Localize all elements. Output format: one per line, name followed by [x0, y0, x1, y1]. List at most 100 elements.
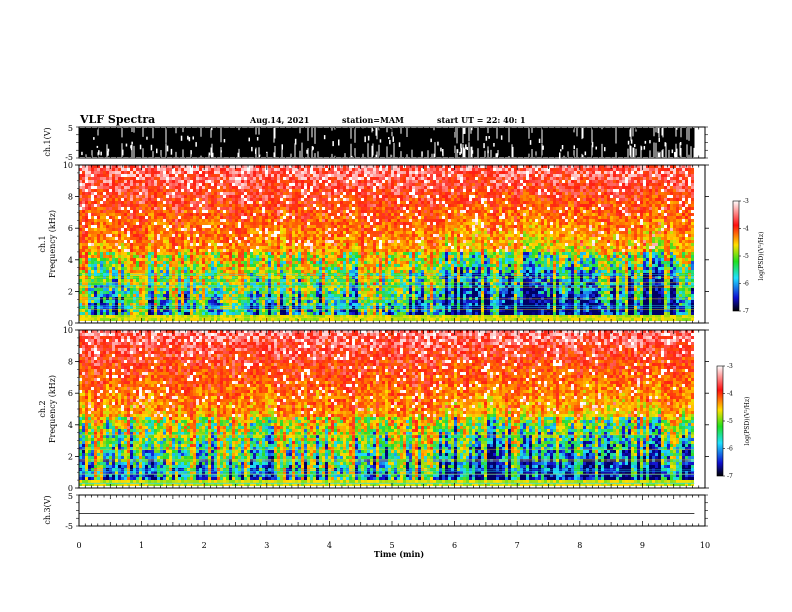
- ch1-spectrogram-cell: [241, 186, 244, 189]
- ch1-spectrogram-cell: [295, 288, 298, 291]
- ch1-spectrogram-cell: [241, 183, 244, 186]
- ch1-spectrogram-cell: [166, 207, 169, 210]
- ch1-spectrogram-cell: [247, 309, 250, 312]
- ch1-spectrogram-cell: [274, 189, 277, 192]
- ch1-spectrogram-cell: [109, 282, 112, 285]
- ch1-spectrogram-cell: [355, 216, 358, 219]
- ch1-spectrogram-cell: [166, 318, 169, 321]
- ch1-spectrogram-cell: [100, 243, 103, 246]
- ch1-spectrogram-cell: [211, 165, 214, 168]
- ch1-spectrogram-cell: [106, 303, 109, 306]
- ch1-spectrogram-cell: [268, 246, 271, 249]
- ch1-spectrogram-cell: [118, 243, 121, 246]
- ch1-spectrogram-cell: [331, 312, 334, 315]
- ch1-spectrogram-cell: [268, 189, 271, 192]
- ch1-spectrogram-cell: [256, 309, 259, 312]
- ch1-spectrogram-cell: [106, 267, 109, 270]
- ch1-spectrogram-cell: [298, 165, 301, 168]
- ch1-spectrogram-cell: [196, 270, 199, 273]
- ch1-spectrogram-cell: [79, 213, 82, 216]
- ch1-spectrogram-cell: [295, 282, 298, 285]
- ch1-spectrogram-cell: [223, 309, 226, 312]
- ch1-spectrogram-cell: [157, 240, 160, 243]
- ch1-spectrogram-cell: [193, 255, 196, 258]
- ch1-spectrogram-cell: [241, 300, 244, 303]
- ch1-spectrogram-cell: [247, 213, 250, 216]
- ch1-spectrogram-cell: [226, 177, 229, 180]
- ch1-spectrogram-cell: [88, 177, 91, 180]
- ch1-spectrogram-cell: [343, 174, 346, 177]
- ch1-spectrogram-cell: [262, 282, 265, 285]
- ch1-spectrogram-cell: [289, 183, 292, 186]
- ch1-spectrogram-cell: [163, 300, 166, 303]
- ch1-spectrogram-cell: [355, 231, 358, 234]
- ch1-spectrogram-cell: [202, 198, 205, 201]
- ch1-waveform-gap: [529, 140, 532, 145]
- ch1-spectrogram-cell: [286, 294, 289, 297]
- ch1-spectrogram-cell: [88, 195, 91, 198]
- ch1-spectrogram-cell: [352, 282, 355, 285]
- ch1-spectrogram-cell: [190, 225, 193, 228]
- ch1-spectrogram-cell: [136, 168, 139, 171]
- ch1-spectrogram-cell: [253, 219, 256, 222]
- ch1-spectrogram-cell: [235, 198, 238, 201]
- ch1-spectrogram-cell: [361, 174, 364, 177]
- ch1-spectrogram-cell: [175, 255, 178, 258]
- ch1-spectrogram-cell: [319, 315, 322, 318]
- ch1-spectrogram-cell: [244, 183, 247, 186]
- ch1-spectrogram-cell: [325, 168, 328, 171]
- ch1-spectrogram-cell: [328, 258, 331, 261]
- ch1-spectrogram-cell: [226, 285, 229, 288]
- ch1-spectrogram-cell: [250, 204, 253, 207]
- ch1-spectrogram-cell: [142, 225, 145, 228]
- ch1-waveform-gap: [93, 137, 95, 140]
- ch1-spectrogram-cell: [178, 237, 181, 240]
- ch1-spectrogram-cell: [265, 285, 268, 288]
- ch1-spectrogram-cell: [82, 207, 85, 210]
- ch1-spectrogram-cell: [121, 315, 124, 318]
- ch1-spectrogram-cell: [259, 192, 262, 195]
- ch1-spectrogram-cell: [136, 300, 139, 303]
- ch1-spectrogram-cell: [181, 237, 184, 240]
- ch1-spectrogram-cell: [193, 237, 196, 240]
- ch1-spectrogram-cell: [130, 294, 133, 297]
- ch1-spectrogram-cell: [208, 213, 211, 216]
- ch1-spectrogram-cell: [112, 186, 115, 189]
- ch1-spectrogram-cell: [100, 234, 103, 237]
- ch1-spectrogram-cell: [133, 294, 136, 297]
- ch1-spectrogram-cell: [340, 195, 343, 198]
- ch1-spectrogram-cell: [166, 189, 169, 192]
- ch1-spectrogram-cell: [223, 189, 226, 192]
- ch1-spectrogram-cell: [304, 294, 307, 297]
- ch1-spectrogram-cell: [169, 264, 172, 267]
- ch1-spectrogram-cell: [313, 213, 316, 216]
- ch1-spectrogram-cell: [103, 171, 106, 174]
- ch1-spectrogram-cell: [181, 186, 184, 189]
- ch1-spectrogram-cell: [154, 243, 157, 246]
- ch1-spectrogram-cell: [277, 240, 280, 243]
- ch1-spectrogram-cell: [160, 282, 163, 285]
- ch1-spectrogram-cell: [136, 222, 139, 225]
- ch1-spectrogram-cell: [187, 225, 190, 228]
- ch1-spectrogram-cell: [139, 198, 142, 201]
- ch1-spectrogram-cell: [274, 231, 277, 234]
- ch1-spectrogram-cell: [100, 264, 103, 267]
- ch1-spectrogram-cell: [163, 186, 166, 189]
- ch1-waveform-gap: [180, 135, 183, 141]
- ch1-spectrogram-cell: [109, 285, 112, 288]
- ch1-spectrogram-cell: [229, 246, 232, 249]
- ch1-spectrogram-cell: [340, 177, 343, 180]
- ch1-spectrogram-cell: [343, 195, 346, 198]
- ch1-spectrogram-cell: [154, 303, 157, 306]
- ch1-spectrogram-cell: [175, 291, 178, 294]
- ch1-spectrogram-cell: [274, 192, 277, 195]
- ch1-spectrogram-cell: [304, 318, 307, 321]
- ch1-spectrogram-cell: [235, 177, 238, 180]
- ch1-spectrogram-cell: [94, 291, 97, 294]
- ch1-spectrogram-cell: [295, 240, 298, 243]
- ch1-spectrogram-cell: [112, 264, 115, 267]
- ch1-spectrogram-cell: [316, 270, 319, 273]
- ch1-spectrogram-cell: [166, 279, 169, 282]
- ch1-spectrogram-cell: [103, 291, 106, 294]
- ch1-spectrogram-cell: [115, 303, 118, 306]
